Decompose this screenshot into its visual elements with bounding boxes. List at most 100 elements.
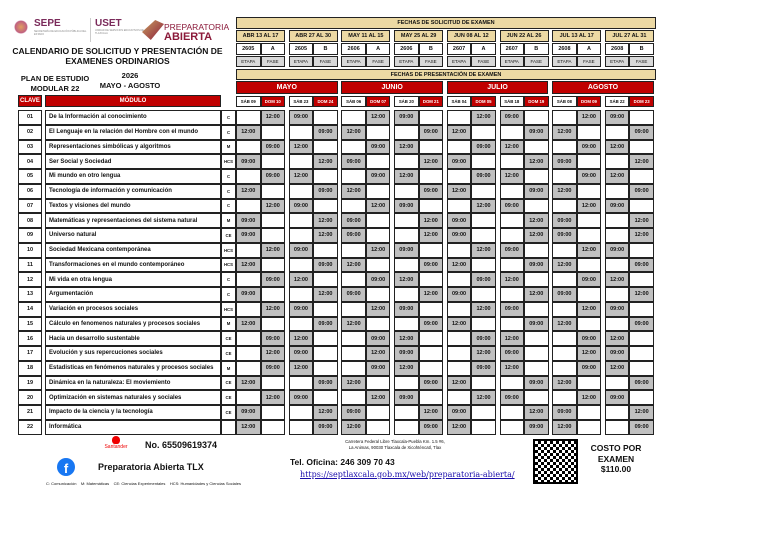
exam-time-cell: 12:00 xyxy=(524,213,549,228)
exam-time-cell: 09:00 xyxy=(313,124,338,140)
exam-time-cell xyxy=(446,331,472,346)
exam-time-cell xyxy=(499,124,524,140)
exam-time-cell: 12:00 xyxy=(394,272,419,287)
exam-time-cell xyxy=(394,316,419,332)
row-modulo: Representaciones simbólicas y algoritmos xyxy=(45,139,221,155)
row-clave: 14 xyxy=(18,301,42,317)
solicitud-dates: ABR 13 AL 17 xyxy=(236,30,285,42)
exam-time-cell xyxy=(471,375,496,391)
exam-time-cell xyxy=(499,257,524,273)
exam-time-cell xyxy=(499,228,524,243)
exam-time-cell: 09:00 xyxy=(604,390,630,405)
exam-time-cell xyxy=(236,139,261,155)
exam-time-cell xyxy=(576,154,602,169)
exam-time-cell xyxy=(604,419,630,435)
fase-label: FASE xyxy=(365,56,391,67)
exam-time-cell xyxy=(524,360,549,376)
row-area: CE xyxy=(221,390,236,405)
exam-time-cell xyxy=(418,139,444,155)
row-clave: 10 xyxy=(18,242,42,258)
uset-logo: USET UNIDAD DE SERVICIOS EDUCATIVOS DE T… xyxy=(90,18,148,42)
santander-logo: Santander xyxy=(98,436,134,450)
exam-time-cell: 09:00 xyxy=(552,154,577,169)
exam-time-cell: 09:00 xyxy=(471,169,496,184)
exam-time-cell: 12:00 xyxy=(524,287,549,302)
exam-time-cell xyxy=(604,405,630,420)
fase-label: FASE xyxy=(313,56,338,67)
row-clave: 22 xyxy=(18,419,42,435)
row-modulo: Optimización en sistemas naturales y soc… xyxy=(45,390,221,405)
row-modulo: Textos y visiones del mundo xyxy=(45,198,221,214)
row-modulo: Argumentación xyxy=(45,287,221,302)
exam-time-cell xyxy=(552,301,577,317)
exam-time-cell xyxy=(365,124,391,140)
exam-time-cell: 12:00 xyxy=(341,419,366,435)
exam-time-cell xyxy=(394,213,419,228)
solicitud-dates: JUN 08 AL 12 xyxy=(446,30,496,42)
exam-time-cell: 09:00 xyxy=(576,272,602,287)
facebook-page[interactable]: Preparatoria Abierta TLX xyxy=(98,462,204,472)
row-clave: 05 xyxy=(18,169,42,184)
exam-time-cell xyxy=(471,213,496,228)
exam-time-cell: 12:00 xyxy=(552,316,577,332)
exam-time-cell: 12:00 xyxy=(365,242,391,258)
exam-time-cell xyxy=(604,183,630,199)
row-modulo: Variación en procesos sociales xyxy=(45,301,221,317)
row-clave: 15 xyxy=(18,316,42,332)
exam-time-cell xyxy=(418,272,444,287)
exam-time-cell xyxy=(446,110,472,125)
exam-time-cell xyxy=(604,316,630,332)
exam-time-cell: 12:00 xyxy=(604,360,630,376)
exam-time-cell: 09:00 xyxy=(446,287,472,302)
exam-time-cell: 12:00 xyxy=(576,242,602,258)
exam-time-cell: 09:00 xyxy=(365,169,391,184)
qr-code[interactable] xyxy=(533,439,578,484)
exam-time-cell: 12:00 xyxy=(236,183,261,199)
exam-time-cell: 12:00 xyxy=(365,346,391,361)
exam-time-cell xyxy=(365,316,391,332)
day-header: SÁB 06 xyxy=(341,96,366,107)
fase-value: B xyxy=(629,43,654,55)
exam-time-cell xyxy=(576,405,602,420)
exam-time-cell: 12:00 xyxy=(288,139,314,155)
area-legend: C: Comunicación M: Matemáticas CE: Cienc… xyxy=(46,481,241,486)
exam-time-cell xyxy=(418,360,444,376)
exam-time-cell: 09:00 xyxy=(394,242,419,258)
exam-time-cell: 09:00 xyxy=(576,360,602,376)
exam-time-cell: 12:00 xyxy=(552,257,577,273)
exam-time-cell: 09:00 xyxy=(260,139,285,155)
row-modulo: Mi mundo en otro lengua xyxy=(45,169,221,184)
exam-time-cell xyxy=(313,390,338,405)
exam-time-cell: 12:00 xyxy=(260,390,285,405)
exam-time-cell: 09:00 xyxy=(446,154,472,169)
solicitud-header: FECHAS DE SOLICITUD DE EXAMEN xyxy=(236,17,656,29)
etapa-label: ETAPA xyxy=(236,56,261,67)
exam-time-cell: 12:00 xyxy=(365,110,391,125)
exam-time-cell: 12:00 xyxy=(418,154,444,169)
exam-time-cell: 09:00 xyxy=(313,316,338,332)
exam-time-cell: 09:00 xyxy=(260,331,285,346)
exam-time-cell xyxy=(604,124,630,140)
day-header: DOM 05 xyxy=(471,96,496,107)
exam-time-cell xyxy=(524,331,549,346)
flame-icon xyxy=(112,436,120,444)
exam-time-cell xyxy=(576,257,602,273)
exam-time-cell: 12:00 xyxy=(365,198,391,214)
etapa-label: ETAPA xyxy=(499,56,524,67)
exam-time-cell xyxy=(394,405,419,420)
row-modulo: Ser Social y Sociedad xyxy=(45,154,221,169)
row-modulo: Impacto de la ciencia y la tecnología xyxy=(45,405,221,420)
exam-time-cell xyxy=(394,257,419,273)
day-header: DOM 10 xyxy=(260,96,285,107)
row-modulo: Hacia un desarrollo sustentable xyxy=(45,331,221,346)
exam-time-cell: 09:00 xyxy=(576,139,602,155)
exam-time-cell: 09:00 xyxy=(604,346,630,361)
exam-time-cell xyxy=(260,228,285,243)
exam-time-cell xyxy=(236,390,261,405)
etapa-value: 2605 xyxy=(236,43,261,55)
website-link[interactable]: https://septlaxcala.gob.mx/web/preparato… xyxy=(300,470,515,479)
row-area xyxy=(221,419,236,435)
exam-time-cell: 09:00 xyxy=(524,124,549,140)
row-area: C xyxy=(221,110,236,125)
exam-time-cell: 09:00 xyxy=(341,213,366,228)
